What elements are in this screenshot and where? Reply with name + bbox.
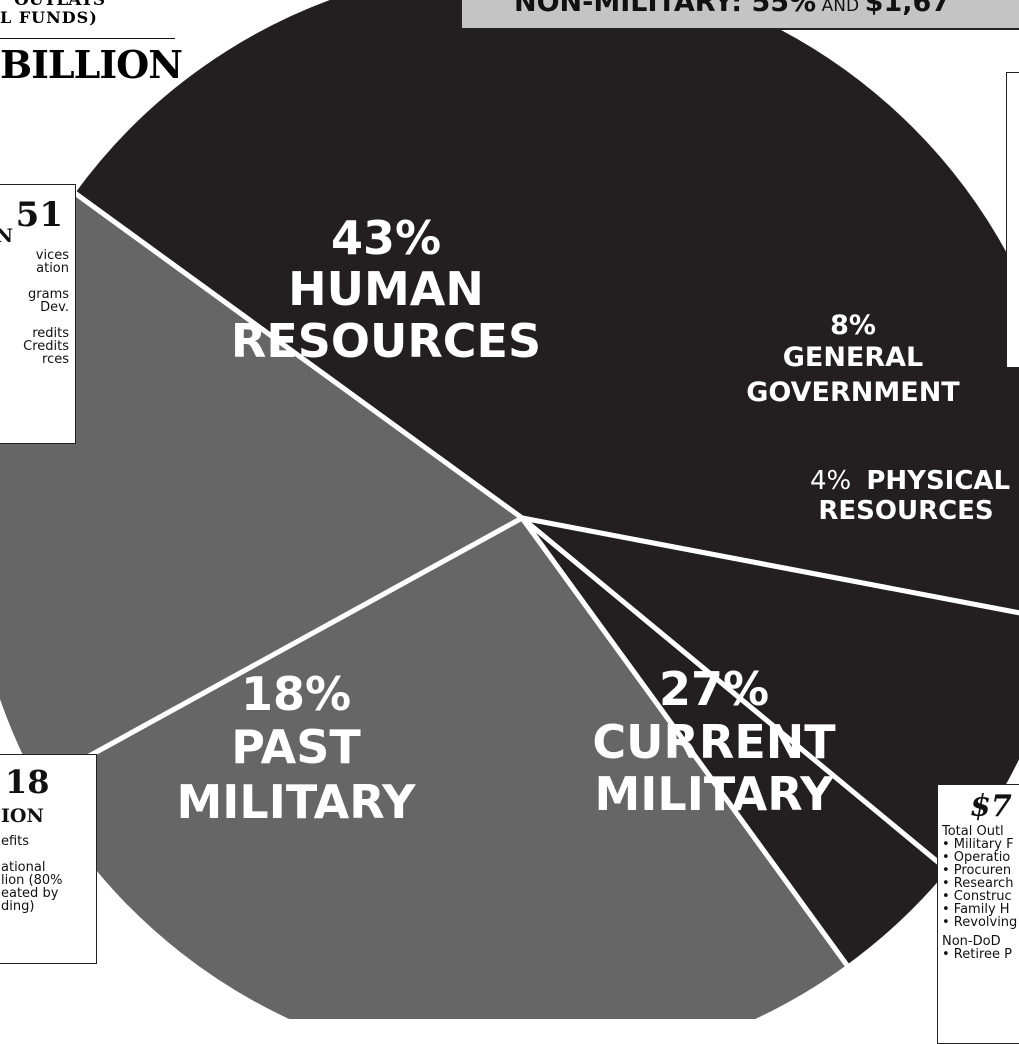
banner-and: AND	[821, 0, 860, 16]
current-box-line: Total Outl	[942, 824, 1004, 839]
human-box-line: grams	[28, 287, 69, 302]
label-general-pct: 8%	[830, 310, 876, 341]
top-banner: NON-MILITARY: 55% AND $1,67	[460, 0, 1019, 30]
current-box-line: • Family H	[942, 902, 1010, 917]
banner-text-2: $1,67	[864, 0, 951, 18]
human-box-line: vices	[35, 248, 69, 263]
label-general-l1: GENERAL	[783, 342, 924, 373]
past-box-line: ational	[1, 860, 46, 875]
label-physical-l2: RESOURCES	[818, 496, 993, 526]
human-box-amount: 51	[15, 195, 63, 235]
label-physical-line: 4% PHYSICAL	[810, 466, 1010, 496]
pie-slice-current-military	[33, 515, 851, 1019]
heading-line1: OUTLAYS	[14, 0, 105, 10]
label-current-pct: 27%	[659, 662, 769, 716]
label-current-l2: MILITARY	[595, 767, 835, 821]
label-general-l2: GOVERNMENT	[746, 377, 960, 408]
banner-text-1: NON-MILITARY: 55%	[514, 0, 817, 18]
current-box-line: • Operatio	[942, 850, 1011, 865]
human-box-line: ation	[36, 261, 69, 276]
label-physical-pct: 4%	[810, 466, 851, 496]
current-box-line: Non-DoD	[942, 934, 1001, 949]
past-box-amount: 18	[5, 763, 50, 801]
heading-line2: L FUNDS)	[0, 8, 98, 27]
human-box-lines: vices ation grams Dev. redits Credits rc…	[23, 249, 69, 366]
label-past-l2: MILITARY	[177, 775, 417, 829]
current-box-line: • Revolving	[942, 915, 1018, 930]
past-box-line: efits	[1, 834, 30, 849]
current-box-lines: Total Outl • Military F • Operatio • Pro…	[942, 825, 1017, 961]
past-military-box: 18 ION efits ational lion (80% eated by …	[0, 754, 97, 964]
pie-chart: 43% HUMAN RESOURCES 8% GENERAL GOVERNMEN…	[0, 0, 1019, 1019]
label-past-pct: 18%	[241, 667, 351, 721]
human-box-line: Dev.	[40, 300, 69, 315]
label-human-l1: HUMAN	[288, 262, 484, 316]
current-box-line: • Procuren	[942, 863, 1012, 878]
label-physical-l1: PHYSICAL	[866, 466, 1010, 496]
past-box-line: ding)	[1, 899, 35, 914]
current-box-line: • Military F	[942, 837, 1014, 852]
title-rule	[0, 38, 175, 39]
general-government-box	[1006, 72, 1019, 368]
current-box-amount: $7	[970, 789, 1012, 824]
human-box-line: Credits	[23, 339, 69, 354]
past-box-unit: ION	[1, 805, 44, 827]
total-label: BILLION	[0, 42, 183, 87]
past-box-line: lion (80%	[1, 873, 63, 888]
current-box-line: • Research	[942, 876, 1014, 891]
current-box-line: • Retiree P	[942, 947, 1012, 962]
human-box-unit: N	[0, 225, 13, 247]
pie-slices	[0, 0, 1019, 1019]
past-box-lines: efits ational lion (80% eated by ding)	[1, 835, 63, 913]
label-human-pct: 43%	[331, 211, 441, 265]
label-current-l1: CURRENT	[592, 715, 836, 769]
label-past-l1: PAST	[231, 720, 361, 774]
human-resources-box: 51 N vices ation grams Dev. redits Credi…	[0, 184, 76, 444]
past-box-line: eated by	[1, 886, 59, 901]
current-box-line: • Construc	[942, 889, 1012, 904]
human-box-line: redits	[32, 326, 69, 341]
label-human-l2: RESOURCES	[231, 314, 541, 368]
human-box-line: rces	[42, 352, 69, 367]
current-military-box: $7 Total Outl • Military F • Operatio • …	[937, 784, 1019, 1044]
